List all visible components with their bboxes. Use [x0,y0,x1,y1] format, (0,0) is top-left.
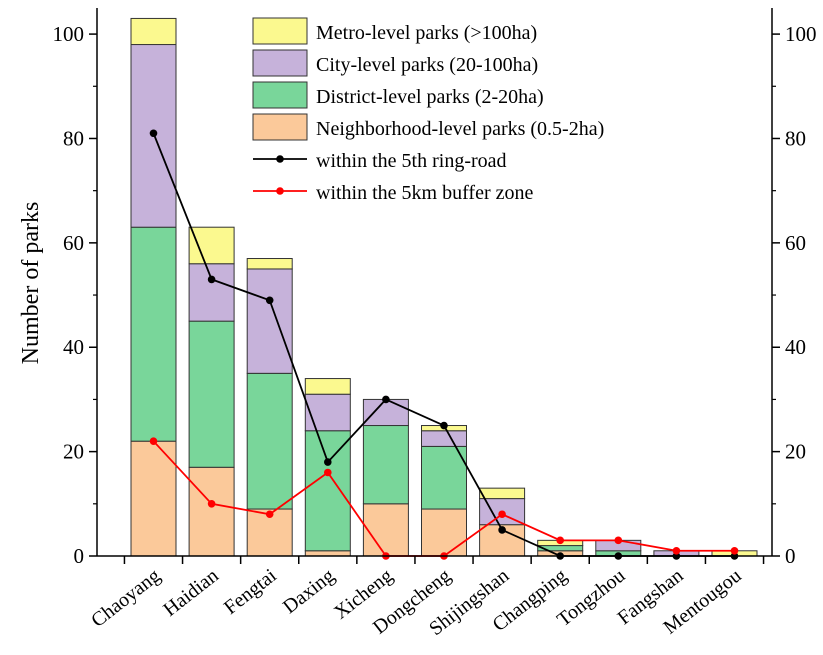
y-tick-label-left: 0 [74,544,85,568]
x-tick-label: Chaoyang [87,565,164,632]
y-tick-label-right: 40 [785,335,806,359]
series-point [207,500,216,508]
bar-segment [421,430,467,447]
series-point [440,421,448,430]
legend-label: within the 5th ring-road [316,150,507,172]
bar-segment [188,466,235,557]
series-point [672,546,681,555]
legend-marker [276,155,284,163]
y-axis-label: Number of parks [18,202,44,365]
series-point [149,437,158,445]
bar-segment [362,503,409,557]
legend-swatch [252,49,308,77]
y-tick-label-left: 20 [63,440,84,464]
legend-label: Metro-level parks (>100ha) [316,22,537,44]
series-point [149,129,158,138]
series-point [498,510,506,519]
bar-segment [188,263,235,322]
bar-segment [362,425,409,505]
y-tick-label-right: 100 [785,22,817,46]
legend-label: City-level parks (20-100ha) [316,54,538,76]
series-point [324,468,332,477]
bar-segment [421,508,467,557]
legend-swatch [252,113,308,141]
series-point [324,458,332,466]
bar-segment [304,378,351,395]
bar-segment [421,445,467,510]
series-point [207,275,216,284]
legend-swatch [252,17,308,45]
bar-segment [304,550,351,557]
legend-label: within the 5km buffer zone [316,182,533,204]
series-point [614,536,623,545]
bar-segment [246,372,293,510]
y-tick-label-right: 80 [785,126,806,150]
x-tick-label: Haidian [159,565,222,621]
bar-segment [479,487,526,500]
series-point [265,510,274,519]
y-tick-label-right: 0 [785,544,796,568]
y-tick-label-right: 20 [785,440,806,464]
y-tick-label-left: 60 [63,231,84,255]
legend-label: Neighborhood-level parks (0.5-2ha) [316,118,604,140]
y-tick-label-left: 100 [53,22,85,46]
bar-segment [130,17,177,46]
bar-segment [246,258,293,270]
y-tick-label-right: 60 [785,231,806,255]
legend: Metro-level parks (>100ha) City-level par… [252,17,604,204]
bar-segment [130,226,177,442]
bar-segment [304,430,351,552]
y-tick-label-left: 80 [63,126,84,150]
x-tick-label: Daxing [279,565,339,619]
bar-segment [304,393,351,432]
series-point [556,536,564,545]
legend-marker [276,187,284,195]
series-point [730,546,739,555]
bar-segment [130,440,177,557]
x-tick-label: Fengtai [220,564,281,619]
legend-label: District-level parks (2-20ha) [316,86,544,108]
bar-segment [188,320,235,468]
series-point [382,395,390,404]
bar-segment [188,226,235,265]
legend-swatch [252,81,308,109]
bar-segment [362,398,409,427]
series-point [498,526,506,534]
series-point [265,296,274,305]
y-tick-label-left: 40 [63,335,84,359]
bar-segment [246,268,293,374]
